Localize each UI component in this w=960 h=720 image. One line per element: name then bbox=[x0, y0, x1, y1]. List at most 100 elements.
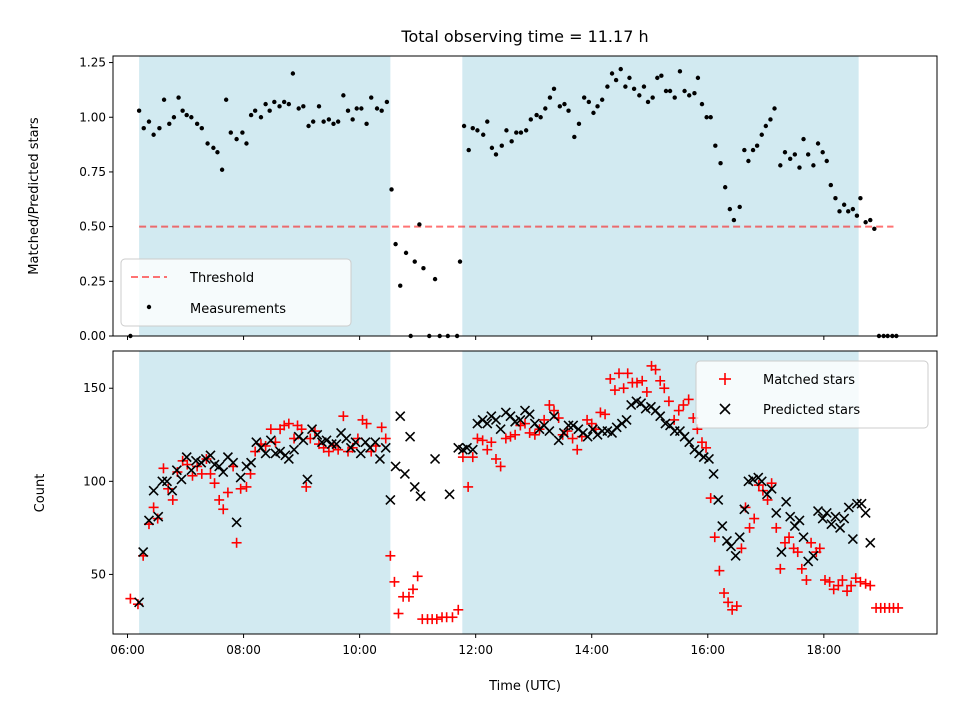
matched-star-point bbox=[655, 375, 666, 386]
matched-star-point bbox=[820, 575, 831, 586]
measurement-point bbox=[787, 156, 793, 162]
matched-star-point bbox=[744, 522, 755, 533]
predicted-star-point bbox=[385, 494, 396, 506]
matched-star-point bbox=[696, 437, 707, 448]
measurement-point bbox=[234, 136, 239, 142]
measurement-point bbox=[858, 195, 863, 201]
predicted-star-point bbox=[717, 520, 728, 532]
measurement-point bbox=[258, 115, 264, 120]
measurement-point bbox=[350, 117, 355, 122]
y-tick-label: 0.50 bbox=[79, 220, 106, 234]
matched-star-point bbox=[614, 368, 625, 379]
measurement-point bbox=[663, 88, 669, 94]
predicted-star-point bbox=[524, 409, 535, 420]
predicted-star-point bbox=[205, 450, 216, 461]
matched-star-point bbox=[453, 604, 464, 615]
matched-star-point bbox=[641, 386, 652, 397]
measurement-point bbox=[572, 134, 577, 140]
predicted-star-point bbox=[380, 442, 391, 453]
predicted-star-point bbox=[817, 513, 828, 524]
predicted-star-point bbox=[835, 522, 846, 533]
measurement-point bbox=[211, 145, 216, 151]
matched-star-point bbox=[385, 550, 396, 561]
measurement-point bbox=[677, 69, 683, 74]
matched-star-point bbox=[678, 399, 689, 410]
matched-star-point bbox=[659, 383, 670, 394]
matched-star-point bbox=[572, 444, 583, 455]
predicted-star-point bbox=[548, 411, 560, 422]
y-tick-label: 0.00 bbox=[79, 329, 106, 343]
measurement-point bbox=[417, 222, 422, 227]
measurement-point bbox=[509, 139, 514, 144]
legend-matched-swatch bbox=[719, 373, 731, 385]
predicted-star-point bbox=[355, 448, 366, 459]
measurement-point bbox=[731, 217, 737, 223]
predicted-star-point bbox=[725, 541, 737, 552]
predicted-star-point bbox=[298, 435, 309, 446]
predicted-star-point bbox=[138, 547, 149, 558]
predicted-star-point bbox=[399, 468, 410, 479]
matched-star-point bbox=[393, 608, 404, 619]
measurement-point bbox=[837, 209, 842, 214]
measurement-point bbox=[586, 99, 592, 105]
matched-star-point bbox=[549, 405, 560, 416]
predicted-star-point bbox=[153, 511, 164, 522]
measurement-point bbox=[493, 152, 499, 157]
matched-star-point bbox=[515, 420, 526, 431]
matched-star-point bbox=[408, 584, 419, 595]
matched-star-point bbox=[650, 364, 661, 375]
chart-title: Total observing time = 11.17 h bbox=[400, 27, 648, 46]
matched-star-point bbox=[447, 612, 458, 623]
matched-star-point bbox=[833, 580, 844, 591]
measurement-point bbox=[576, 121, 582, 127]
predicted-star-point bbox=[771, 507, 782, 519]
measurement-point bbox=[667, 88, 673, 94]
predicted-star-point bbox=[467, 444, 478, 455]
top-y-axis-label: Matched/Predicted stars bbox=[27, 117, 42, 275]
predicted-star-point bbox=[283, 453, 294, 465]
predicted-star-point bbox=[331, 439, 342, 450]
top-x-ticks bbox=[127, 336, 825, 340]
matched-star-point bbox=[125, 593, 136, 604]
measurement-point bbox=[359, 106, 364, 111]
measurement-point bbox=[335, 119, 341, 124]
matched-star-point bbox=[218, 504, 229, 515]
measurement-point bbox=[768, 117, 773, 122]
predicted-star-point bbox=[826, 519, 837, 530]
measurement-point bbox=[650, 95, 655, 100]
measurement-point bbox=[146, 119, 152, 124]
measurement-point bbox=[562, 101, 567, 107]
predicted-star-point bbox=[860, 507, 871, 519]
measurement-point bbox=[763, 123, 769, 129]
predicted-star-point bbox=[856, 498, 867, 509]
predicted-star-point bbox=[684, 437, 695, 448]
measurement-point bbox=[645, 99, 651, 105]
measurement-point bbox=[581, 95, 587, 100]
measurement-point bbox=[566, 108, 571, 113]
x-tick-label: 18:00 bbox=[807, 643, 842, 657]
matched-star-point bbox=[163, 483, 174, 494]
predicted-star-point bbox=[350, 437, 361, 448]
top-legend: Threshold Measurements bbox=[120, 258, 352, 327]
measurement-point bbox=[820, 150, 825, 155]
predicted-star-point bbox=[171, 465, 182, 476]
y-tick-label: 50 bbox=[91, 567, 106, 581]
predicted-star-point bbox=[395, 411, 406, 422]
measurement-point bbox=[240, 130, 245, 135]
measurement-point bbox=[833, 195, 838, 201]
top-panel: 0.00 0.25 0.50 0.75 1.00 1.25 Matched/Predict… bbox=[27, 55, 938, 343]
measurement-point bbox=[872, 226, 877, 232]
measurement-point bbox=[850, 206, 856, 212]
predicted-star-point bbox=[161, 476, 173, 487]
matched-star-point bbox=[762, 494, 773, 505]
measurement-point bbox=[655, 75, 660, 81]
matched-star-point bbox=[595, 407, 606, 418]
matched-star-point bbox=[301, 481, 312, 492]
matched-star-point bbox=[477, 435, 488, 446]
predicted-star-point bbox=[495, 424, 506, 435]
measurement-point bbox=[797, 165, 802, 170]
matched-star-point bbox=[431, 614, 442, 625]
measurement-point bbox=[672, 95, 677, 100]
measurement-point bbox=[534, 112, 539, 118]
predicted-star-point bbox=[260, 448, 271, 459]
